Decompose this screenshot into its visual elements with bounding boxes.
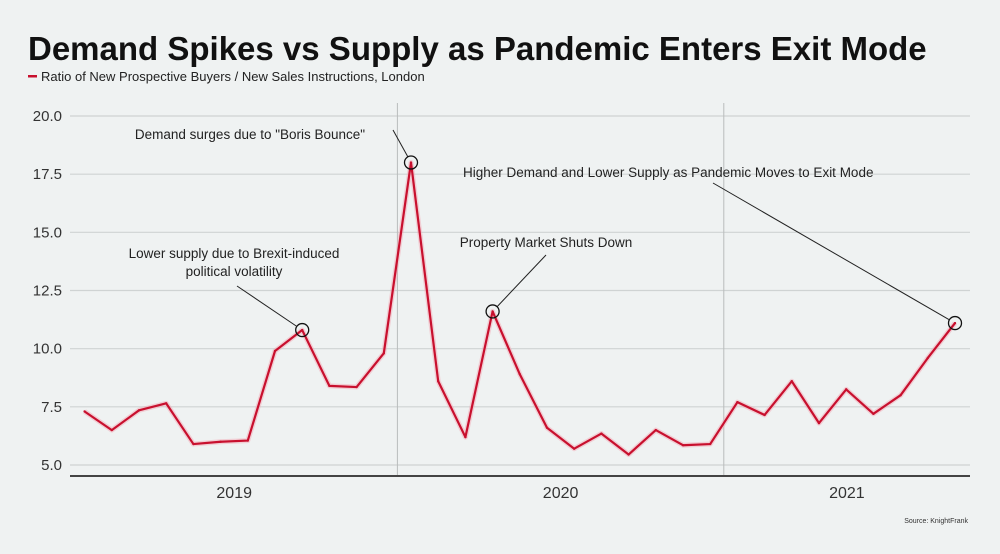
chart-title: Demand Spikes vs Supply as Pandemic Ente… [28,30,927,67]
data-point [137,409,141,412]
annotation-marker [295,322,310,338]
annotation-leader-line [236,285,297,327]
data-point [110,428,114,432]
y-tick-label: 5.0 [41,457,62,474]
data-point [817,421,821,425]
data-point [736,400,739,404]
annotation-marker [485,304,500,319]
annotation-marker [403,155,419,170]
data-point [437,380,440,383]
data-point [355,385,358,389]
data-point [491,310,494,313]
data-point [600,432,603,435]
data-point [464,435,467,439]
data-point [573,447,576,450]
data-point [518,373,521,376]
y-tick-label: 10.0 [33,341,62,358]
legend-swatch [28,75,37,78]
data-point [409,161,413,164]
annotation-leader-line [392,129,409,157]
annotation-marker [947,315,963,331]
annotation-label: political volatility [186,264,283,279]
x-year-label: 2019 [216,485,252,502]
data-point [763,413,766,417]
data-point [328,384,331,388]
data-point [681,444,685,447]
data-point [246,439,249,442]
series-line-glow [83,160,957,458]
data-point [192,442,195,446]
annotation-label: Property Market Shuts Down [460,235,633,250]
source-note: Source: KnightFrank [904,518,968,525]
data-point [545,426,549,429]
y-tick-label: 20.0 [33,108,62,125]
data-point [301,328,304,332]
annotation-label: Higher Demand and Lower Supply as Pandem… [463,165,873,180]
y-tick-label: 17.5 [33,166,62,183]
data-point [627,453,630,456]
data-point [273,349,277,353]
data-point [790,380,793,383]
y-tick-label: 12.5 [33,283,62,300]
data-point [872,412,875,416]
x-year-label: 2021 [829,485,865,502]
x-year-label: 2020 [543,485,579,502]
data-point [83,410,86,413]
data-point [845,388,848,391]
data-point [654,428,657,432]
y-tick-label: 7.5 [41,399,62,416]
data-point [382,352,385,355]
data-point [219,440,222,443]
legend-label: Ratio of New Prospective Buyers / New Sa… [41,69,425,84]
data-point [165,402,168,405]
data-point [953,321,957,325]
y-tick-label: 15.0 [33,224,62,241]
annotation-label: Lower supply due to Brexit-induced [129,246,340,261]
annotation-leader-line [712,182,950,320]
annotation-leader-line [497,254,547,307]
data-point [899,394,902,397]
data-point [926,356,929,360]
annotation-label: Demand surges due to "Boris Bounce" [135,127,365,142]
data-point [709,442,712,446]
series-line [83,161,956,456]
